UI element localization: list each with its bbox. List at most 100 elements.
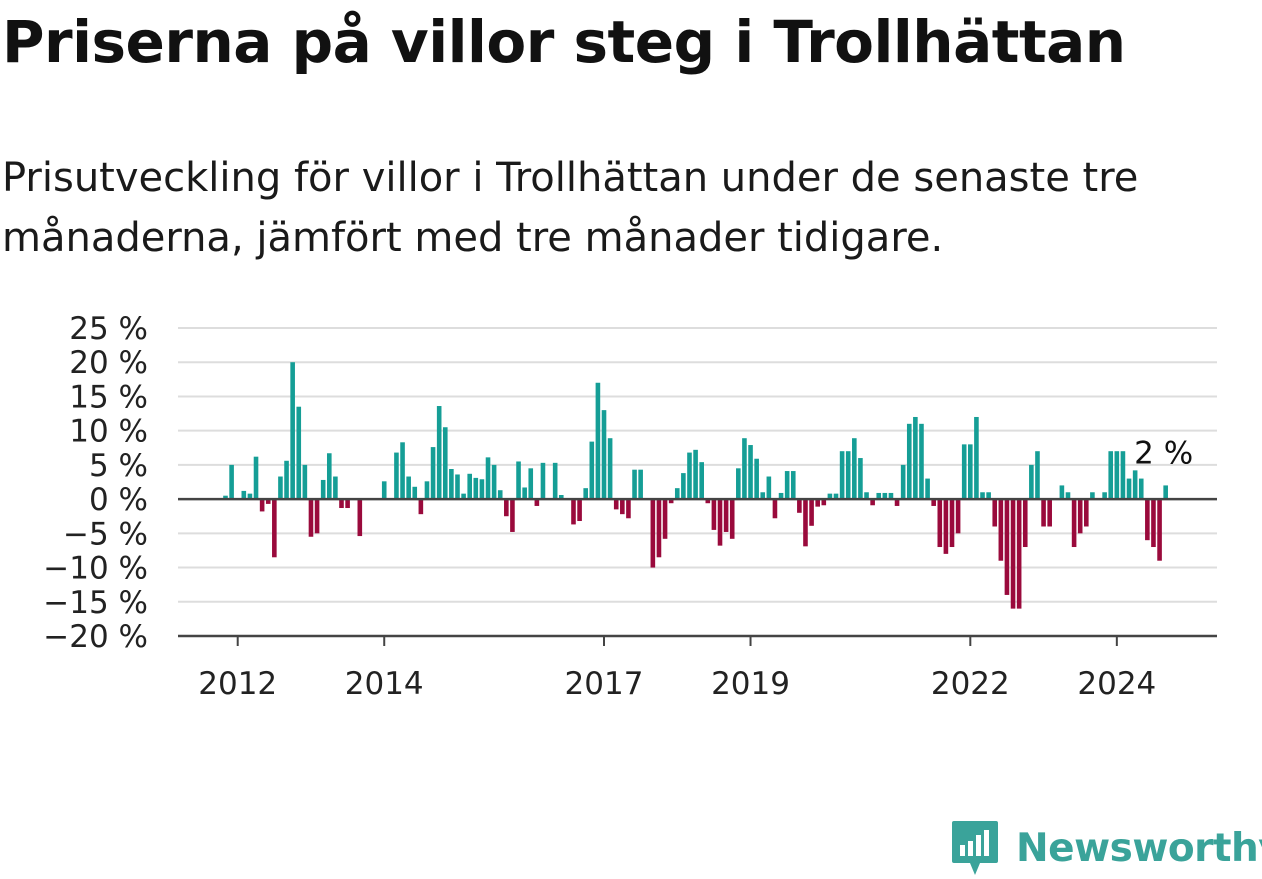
x-tick-label: 2022 [931, 666, 1010, 702]
bar [638, 469, 643, 500]
bar [864, 492, 869, 500]
bar [656, 499, 662, 558]
bar [790, 471, 796, 500]
bar [925, 478, 930, 500]
bar [229, 464, 234, 500]
bar [968, 444, 973, 500]
bar [1035, 451, 1040, 500]
bar [723, 499, 729, 532]
bar [461, 493, 466, 500]
bar [296, 406, 302, 500]
bar [894, 499, 900, 506]
bar [674, 488, 680, 500]
bar [357, 499, 363, 537]
bar [449, 469, 454, 500]
bar [1151, 499, 1156, 548]
y-axis-ticks: 25 %20 %15 %10 %5 %0 %−5 %−10 %−15 %−20 … [43, 311, 148, 655]
bar [900, 464, 906, 500]
bar [949, 499, 955, 548]
bar [1120, 451, 1126, 500]
bar-chart: 25 %20 %15 %10 %5 %0 %−5 %−10 %−15 %−20 … [43, 311, 1217, 702]
bar [772, 499, 778, 519]
axes [178, 497, 1217, 638]
bar [827, 493, 833, 500]
bar [620, 499, 625, 515]
bar [516, 461, 521, 500]
bar [974, 416, 979, 500]
bar [888, 492, 894, 500]
bar [1126, 478, 1132, 500]
bar [980, 492, 985, 500]
bar [754, 458, 759, 500]
bar [400, 442, 405, 500]
bar [681, 473, 686, 500]
bar [418, 499, 424, 515]
bar [699, 462, 704, 500]
bar [845, 451, 851, 500]
bar [937, 499, 943, 548]
bar [717, 499, 723, 546]
x-tick-label: 2012 [198, 666, 277, 702]
bar [314, 499, 320, 534]
bar [852, 438, 857, 500]
bar [253, 456, 259, 500]
bar [1077, 499, 1083, 534]
bar [1059, 485, 1065, 500]
bar [1108, 451, 1114, 500]
bar [577, 499, 582, 522]
bar [797, 499, 802, 513]
bar [1114, 451, 1120, 500]
x-axis-ticks: 2012 2014 2017 2019 2022 2024 [198, 636, 1156, 702]
bar [839, 451, 845, 500]
bar [479, 479, 485, 500]
bar [333, 476, 338, 500]
bar [497, 490, 503, 500]
bar [955, 499, 961, 534]
bar [833, 493, 839, 500]
bar [876, 492, 882, 500]
bar [662, 499, 668, 539]
bar [552, 462, 558, 500]
bar [504, 499, 509, 517]
bar [784, 471, 790, 500]
bar [1084, 499, 1089, 527]
bar [632, 469, 637, 500]
bar [247, 493, 253, 500]
bar [961, 444, 967, 500]
bar [687, 452, 692, 500]
bar [241, 490, 247, 500]
bar [473, 477, 479, 500]
bar [522, 487, 527, 500]
bar [1157, 499, 1162, 561]
y-tick-label: −5 % [63, 516, 148, 552]
bar [711, 499, 717, 530]
bar [821, 499, 827, 506]
brand-logo: Newsworthy [950, 818, 1262, 878]
bar [1004, 499, 1010, 595]
bar [913, 416, 918, 500]
bar [766, 476, 772, 500]
bar [320, 479, 326, 500]
bar [278, 476, 283, 500]
bar [510, 499, 515, 532]
bar [986, 492, 991, 500]
bar [223, 495, 228, 500]
bar [998, 499, 1004, 561]
bar [858, 458, 863, 500]
bar [589, 441, 595, 500]
bar [613, 499, 619, 510]
y-tick-label: −10 % [43, 551, 148, 587]
bar [882, 492, 888, 500]
bar [870, 499, 875, 506]
x-tick-label: 2014 [345, 666, 424, 702]
bar [919, 423, 924, 500]
bar [345, 499, 350, 509]
bar [1145, 499, 1150, 541]
bar [558, 495, 564, 500]
bar [1029, 464, 1034, 500]
bar [272, 499, 277, 558]
bar [540, 462, 546, 500]
bar [742, 438, 747, 500]
bar [1071, 499, 1077, 548]
bar [1138, 478, 1144, 500]
